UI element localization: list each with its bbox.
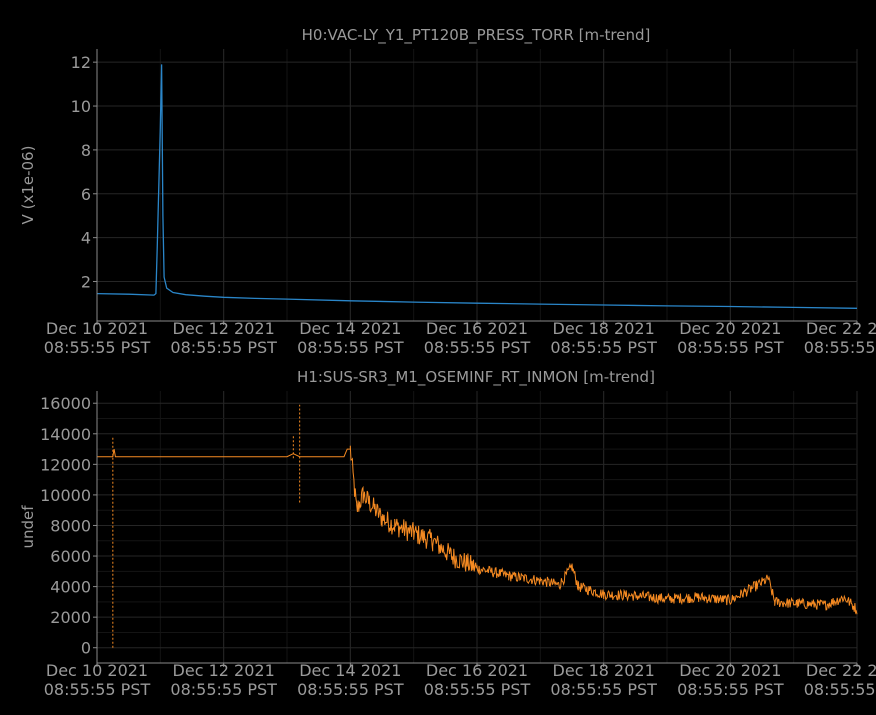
y-tick-label: 10 — [71, 97, 91, 116]
x-tick-label: Dec 10 2021 08:55:55 PST — [44, 319, 151, 357]
x-tick-label: Dec 16 2021 08:55:55 PST — [424, 319, 531, 357]
y-tick-label: 2000 — [50, 608, 91, 627]
y-tick-label: 2 — [81, 273, 91, 292]
x-tick-label: Dec 12 2021 08:55:55 PST — [170, 661, 277, 699]
series-lines — [97, 404, 858, 648]
y-tick-label: 4 — [81, 229, 91, 248]
x-tick-label: Dec 10 2021 08:55:55 PST — [44, 661, 151, 699]
chart-title: H0:VAC-LY_Y1_PT120B_PRESS_TORR [m-trend] — [302, 26, 651, 45]
y-tick-label: 6000 — [50, 547, 91, 566]
y-tick-label: 14000 — [40, 425, 91, 444]
chart-sus-osem: H1:SUS-SR3_M1_OSEMINF_RT_INMON [m-trend]… — [19, 368, 876, 699]
x-tick-label: Dec 20 2021 08:55:55 PST — [677, 319, 784, 357]
axes — [93, 391, 858, 667]
x-tick-label: Dec 18 2021 08:55:55 PST — [550, 661, 657, 699]
chart-title: H1:SUS-SR3_M1_OSEMINF_RT_INMON [m-trend] — [297, 368, 655, 387]
series-line — [96, 64, 858, 309]
y-tick-label: 4000 — [50, 578, 91, 597]
x-tick-label: Dec 12 2021 08:55:55 PST — [170, 319, 277, 357]
grid-lines — [96, 49, 858, 321]
tick-labels: 2 4 6 8 10 12 Dec 10 2021 08:55:55 PST Dec 12 20… — [44, 53, 876, 357]
x-tick-label: Dec 14 2021 08:55:55 PST — [297, 319, 404, 357]
y-tick-label: 12000 — [40, 455, 91, 474]
x-tick-label: Dec 20 2021 08:55:55 PST — [677, 661, 784, 699]
x-tick-label: Dec 14 2021 08:55:55 PST — [297, 661, 404, 699]
x-tick-label: Dec 18 2021 08:55:55 PST — [550, 319, 657, 357]
axes — [93, 49, 858, 325]
y-axis-label: V (x1e-06) — [19, 146, 37, 225]
x-tick-label: Dec 16 2021 08:55:55 PST — [424, 661, 531, 699]
y-tick-label: 6 — [81, 185, 91, 204]
y-axis-label: undef — [19, 505, 37, 549]
series-lines — [96, 64, 858, 309]
y-tick-label: 0 — [81, 639, 91, 658]
y-tick-label: 8 — [81, 141, 91, 160]
y-tick-label: 8000 — [50, 516, 91, 535]
tick-labels: 0 2000 4000 6000 8000 10000 12000 14000 16000 Dec… — [40, 394, 876, 699]
grid-lines — [96, 391, 858, 663]
series-line — [97, 445, 858, 615]
y-tick-label: 16000 — [40, 394, 91, 413]
y-tick-label: 10000 — [40, 486, 91, 505]
chart-vacuum-pressure: H0:VAC-LY_Y1_PT120B_PRESS_TORR [m-trend]… — [19, 26, 876, 357]
y-tick-label: 12 — [71, 53, 91, 72]
